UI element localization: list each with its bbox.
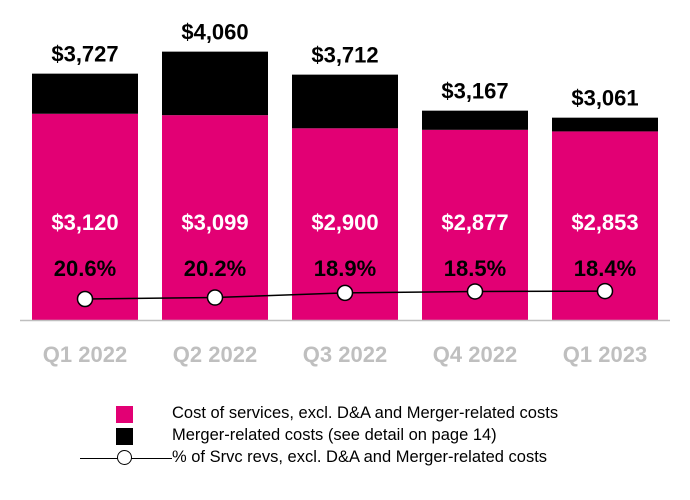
x-tick-label: Q3 2022 [303, 342, 387, 367]
legend-item-cost-of-services: Cost of services, excl. D&A and Merger-r… [80, 403, 640, 425]
percent-label: 18.4% [574, 256, 636, 281]
total-label: $3,061 [571, 86, 638, 111]
legend-item-percent-line: % of Srvc revs, excl. D&A and Merger-rel… [80, 447, 640, 469]
percent-point [336, 284, 354, 302]
total-label: $3,712 [311, 43, 378, 68]
percent-point [596, 282, 614, 300]
cost-value-label: $3,120 [51, 210, 118, 235]
bar-merger-costs [422, 110, 528, 130]
legend-swatch-black [116, 428, 133, 445]
total-label: $4,060 [181, 20, 248, 45]
percent-line-layer [76, 282, 614, 308]
bar-merger-costs [32, 73, 138, 114]
legend-swatch-pink [116, 406, 133, 423]
percent-point [206, 289, 224, 306]
legend: Cost of services, excl. D&A and Merger-r… [80, 403, 640, 469]
bar-merger-costs [162, 51, 268, 116]
cost-value-label: $2,853 [571, 210, 638, 235]
cost-value-label: $2,900 [311, 210, 378, 235]
percent-point [466, 283, 484, 300]
percent-point [76, 290, 94, 308]
bar-merger-costs [552, 117, 658, 132]
x-tick-label: Q4 2022 [433, 342, 517, 367]
percent-label: 20.6% [54, 256, 116, 281]
legend-circle-marker-icon [117, 450, 132, 465]
bar-merger-costs [292, 74, 398, 129]
bar-cost-of-services [162, 115, 268, 320]
labels-layer: $3,727 $3,120 20.6% Q1 2022 $4,060 $3,099 20.2… [43, 20, 647, 367]
x-tick-label: Q1 2022 [43, 342, 127, 367]
legend-label: Merger-related costs (see detail on page… [172, 426, 497, 444]
percent-label: 20.2% [184, 256, 246, 281]
percent-label: 18.9% [314, 256, 376, 281]
legend-label: Cost of services, excl. D&A and Merger-r… [172, 404, 559, 422]
chart: $3,727 $3,120 20.6% Q1 2022 $4,060 $3,099 20.2… [20, 20, 670, 367]
total-label: $3,727 [51, 42, 118, 67]
x-tick-label: Q2 2022 [173, 342, 257, 367]
x-tick-label: Q1 2023 [563, 342, 647, 367]
total-label: $3,167 [441, 79, 508, 104]
legend-item-merger-costs: Merger-related costs (see detail on page… [80, 425, 640, 447]
percent-label: 18.5% [444, 256, 506, 281]
bar-cost-of-services [32, 113, 138, 320]
cost-value-label: $3,099 [181, 210, 248, 235]
cost-value-label: $2,877 [441, 210, 508, 235]
legend-label: % of Srvc revs, excl. D&A and Merger-rel… [172, 448, 548, 466]
